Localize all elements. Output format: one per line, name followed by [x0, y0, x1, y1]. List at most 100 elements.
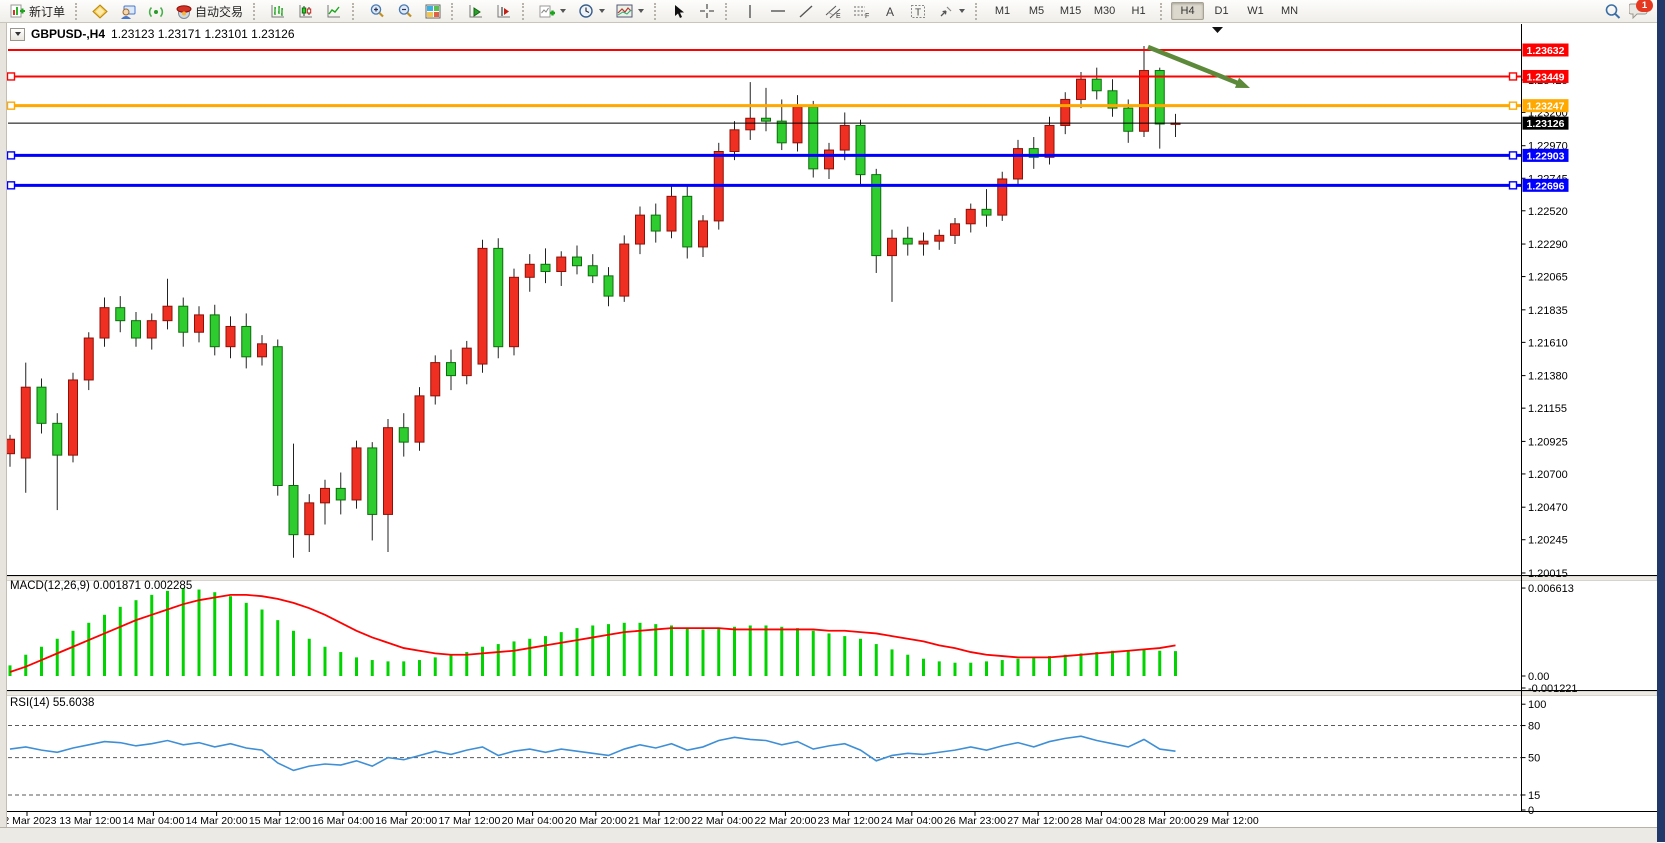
candle-body[interactable] — [461, 347, 472, 377]
candle-body[interactable] — [887, 237, 897, 257]
candle-body[interactable] — [1154, 70, 1165, 125]
candle-body[interactable] — [367, 447, 378, 515]
candle-body[interactable] — [650, 214, 661, 232]
candle-body[interactable] — [1044, 124, 1055, 158]
panel-splitter[interactable] — [5, 576, 1658, 581]
search-icon[interactable] — [1604, 3, 1621, 19]
candle-body[interactable] — [792, 106, 803, 144]
trend-arrow-line[interactable] — [1147, 44, 1243, 87]
date-axis[interactable]: 12 Mar 2023 13 Mar 12:00 14 Mar 04:00 14 Ma… — [0, 812, 1259, 827]
horizontal-line-tool-button[interactable] — [764, 0, 791, 23]
candle-body[interactable] — [524, 263, 535, 278]
candle-body[interactable] — [603, 275, 614, 297]
zoom-in-button[interactable] — [363, 0, 390, 23]
candle-body[interactable] — [950, 223, 960, 236]
line-handle[interactable] — [1508, 101, 1518, 110]
candle-body[interactable] — [965, 208, 976, 225]
candle-body[interactable] — [808, 106, 819, 170]
candle-body[interactable] — [902, 237, 913, 245]
text-tool-button[interactable]: A — [876, 0, 903, 23]
candle-body[interactable] — [635, 214, 645, 245]
fibonacci-tool-button[interactable]: F — [848, 0, 875, 23]
chart-shift-marker[interactable] — [1212, 27, 1223, 33]
arrows-tool-button[interactable] — [932, 0, 970, 23]
trend-arrow-head[interactable] — [1234, 77, 1250, 88]
candle-body[interactable] — [68, 379, 78, 456]
candle-body[interactable] — [776, 120, 787, 144]
bar-chart-mode-button[interactable] — [264, 0, 291, 23]
line-handle[interactable] — [6, 181, 16, 190]
vertical-line-tool-button[interactable] — [736, 0, 763, 23]
candle-body[interactable] — [36, 386, 47, 424]
trendline-tool-button[interactable] — [792, 0, 819, 23]
candle-body[interactable] — [698, 220, 708, 248]
candle-body[interactable] — [414, 395, 425, 443]
candle-body[interactable] — [666, 195, 677, 232]
step-forward-button[interactable] — [490, 0, 517, 23]
timeframe-mn[interactable]: MN — [1280, 5, 1299, 17]
timeframe-d1[interactable]: D1 — [1214, 5, 1229, 17]
candle-body[interactable] — [162, 305, 173, 322]
candle-body[interactable] — [871, 174, 882, 257]
panel-splitter[interactable] — [5, 691, 1658, 696]
indicator-window-button[interactable] — [462, 0, 489, 23]
cursor-tool-button[interactable] — [665, 0, 692, 23]
candle-body[interactable] — [320, 487, 330, 504]
candle-body[interactable] — [1013, 148, 1023, 180]
candlestick-mode-button[interactable] — [292, 0, 319, 23]
period-button[interactable] — [572, 0, 610, 23]
autotrading-button[interactable]: 自动交易 — [170, 0, 248, 23]
accounts-button[interactable] — [114, 0, 141, 23]
timeframe-w1[interactable]: W1 — [1247, 5, 1264, 17]
candle-body[interactable] — [509, 276, 519, 348]
candle-body[interactable] — [918, 240, 929, 245]
candle-body[interactable] — [272, 346, 283, 487]
timeframe-m15[interactable]: M15 — [1059, 5, 1082, 17]
market-watch-button[interactable] — [86, 0, 113, 23]
candle-body[interactable] — [540, 263, 551, 273]
timeframe-h4[interactable]: H4 — [1171, 2, 1205, 20]
candle-body[interactable] — [824, 149, 834, 170]
candle-body[interactable] — [52, 422, 63, 456]
candle-body[interactable] — [383, 427, 393, 515]
timeframe-m1[interactable]: M1 — [994, 5, 1011, 17]
line-chart-mode-button[interactable] — [320, 0, 347, 23]
candle-body[interactable] — [241, 325, 252, 358]
line-handle[interactable] — [1508, 151, 1518, 160]
timeframe-m5[interactable]: M5 — [1028, 5, 1045, 17]
candle-body[interactable] — [1139, 70, 1149, 132]
candle-body[interactable] — [288, 485, 299, 536]
candle-body[interactable] — [1123, 107, 1134, 132]
candle-body[interactable] — [1091, 78, 1102, 92]
candle-body[interactable] — [1107, 90, 1118, 109]
candle-body[interactable] — [729, 129, 740, 153]
notifications-button[interactable]: 1 — [1628, 0, 1653, 20]
candle-body[interactable] — [304, 502, 315, 536]
channel-tool-button[interactable]: E — [820, 0, 847, 23]
candle-body[interactable] — [225, 325, 236, 348]
line-handle[interactable] — [6, 101, 16, 110]
candle-body[interactable] — [194, 314, 204, 333]
tile-windows-button[interactable] — [419, 0, 446, 23]
candle-body[interactable] — [83, 337, 94, 381]
candle-body[interactable] — [20, 386, 31, 459]
text-label-tool-button[interactable]: T — [904, 0, 931, 23]
candle-body[interactable] — [619, 243, 630, 297]
candle-body[interactable] — [99, 307, 110, 339]
new-order-button[interactable]: 新订单 — [4, 0, 70, 23]
candle-body[interactable] — [351, 447, 362, 501]
candle-body[interactable] — [934, 234, 945, 242]
line-handle[interactable] — [1508, 181, 1518, 190]
candle-body[interactable] — [178, 305, 189, 333]
line-handle[interactable] — [1508, 72, 1518, 81]
crosshair-tool-button[interactable] — [693, 0, 720, 23]
line-handle[interactable] — [6, 72, 16, 81]
candle-body[interactable] — [682, 195, 693, 248]
candle-body[interactable] — [981, 208, 992, 216]
signals-button[interactable] — [142, 0, 169, 23]
candle-body[interactable] — [146, 320, 157, 339]
line-handle[interactable] — [6, 151, 16, 160]
candle-body[interactable] — [493, 247, 504, 348]
candle-body[interactable] — [398, 427, 409, 443]
candle-body[interactable] — [335, 487, 346, 501]
